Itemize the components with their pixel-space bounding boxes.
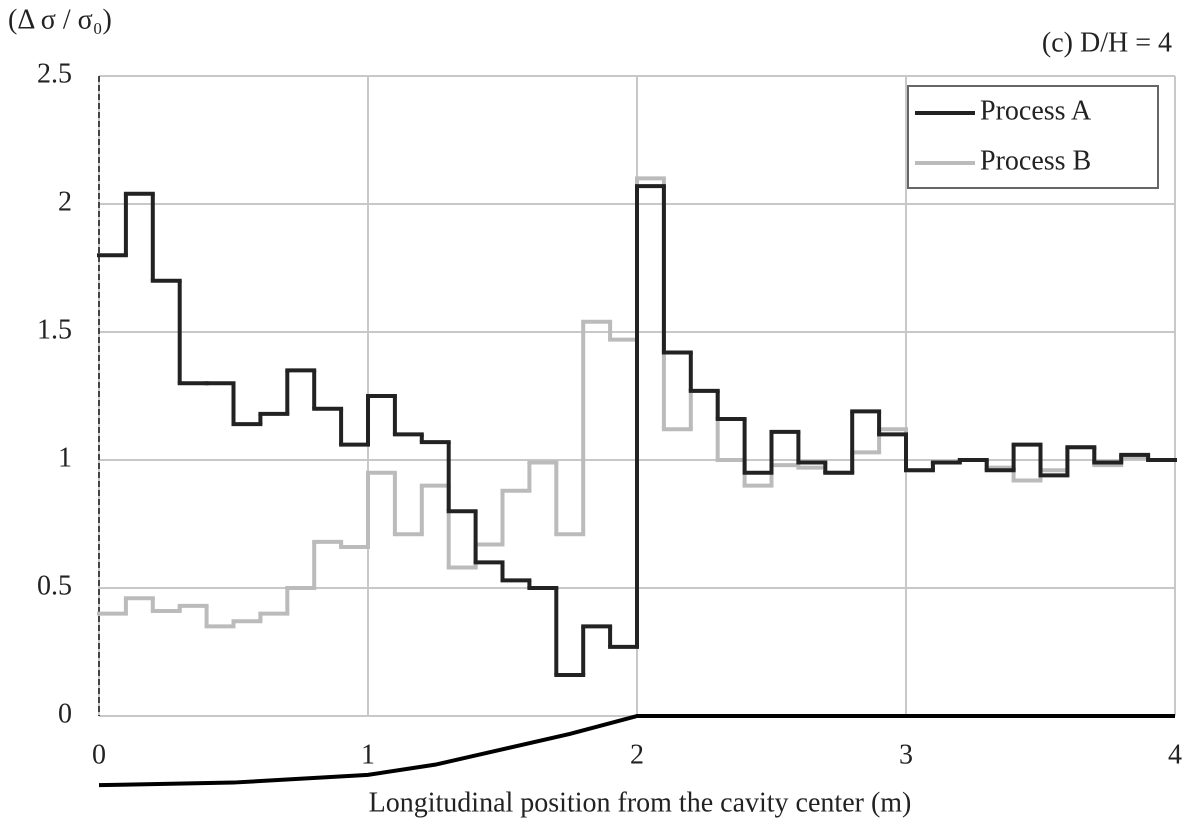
x-tick-label: 1: [361, 739, 375, 770]
y-tick-label: 1.5: [37, 314, 72, 345]
legend-label: Process A: [980, 95, 1092, 126]
cavity-profile: [98, 714, 1175, 788]
y-tick-label: 2.5: [37, 58, 72, 89]
y-tick-label: 0: [58, 698, 72, 729]
y-tick-label: 0.5: [37, 570, 72, 601]
legend-label: Process B: [980, 145, 1091, 176]
x-tick-label: 4: [1168, 739, 1182, 770]
x-tick-label: 2: [630, 739, 644, 770]
legend-box: [907, 85, 1159, 189]
x-tick-label: 0: [92, 739, 106, 770]
x-axis-label: Longitudinal position from the cavity ce…: [369, 787, 912, 818]
y-tick-label: 1: [58, 442, 72, 473]
annotation: (c) D/H = 4: [1042, 27, 1172, 58]
x-tick-label: 3: [899, 739, 913, 770]
y-axis-label: (Δ σ / σ₀): [8, 4, 112, 35]
y-tick-label: 2: [58, 186, 72, 217]
